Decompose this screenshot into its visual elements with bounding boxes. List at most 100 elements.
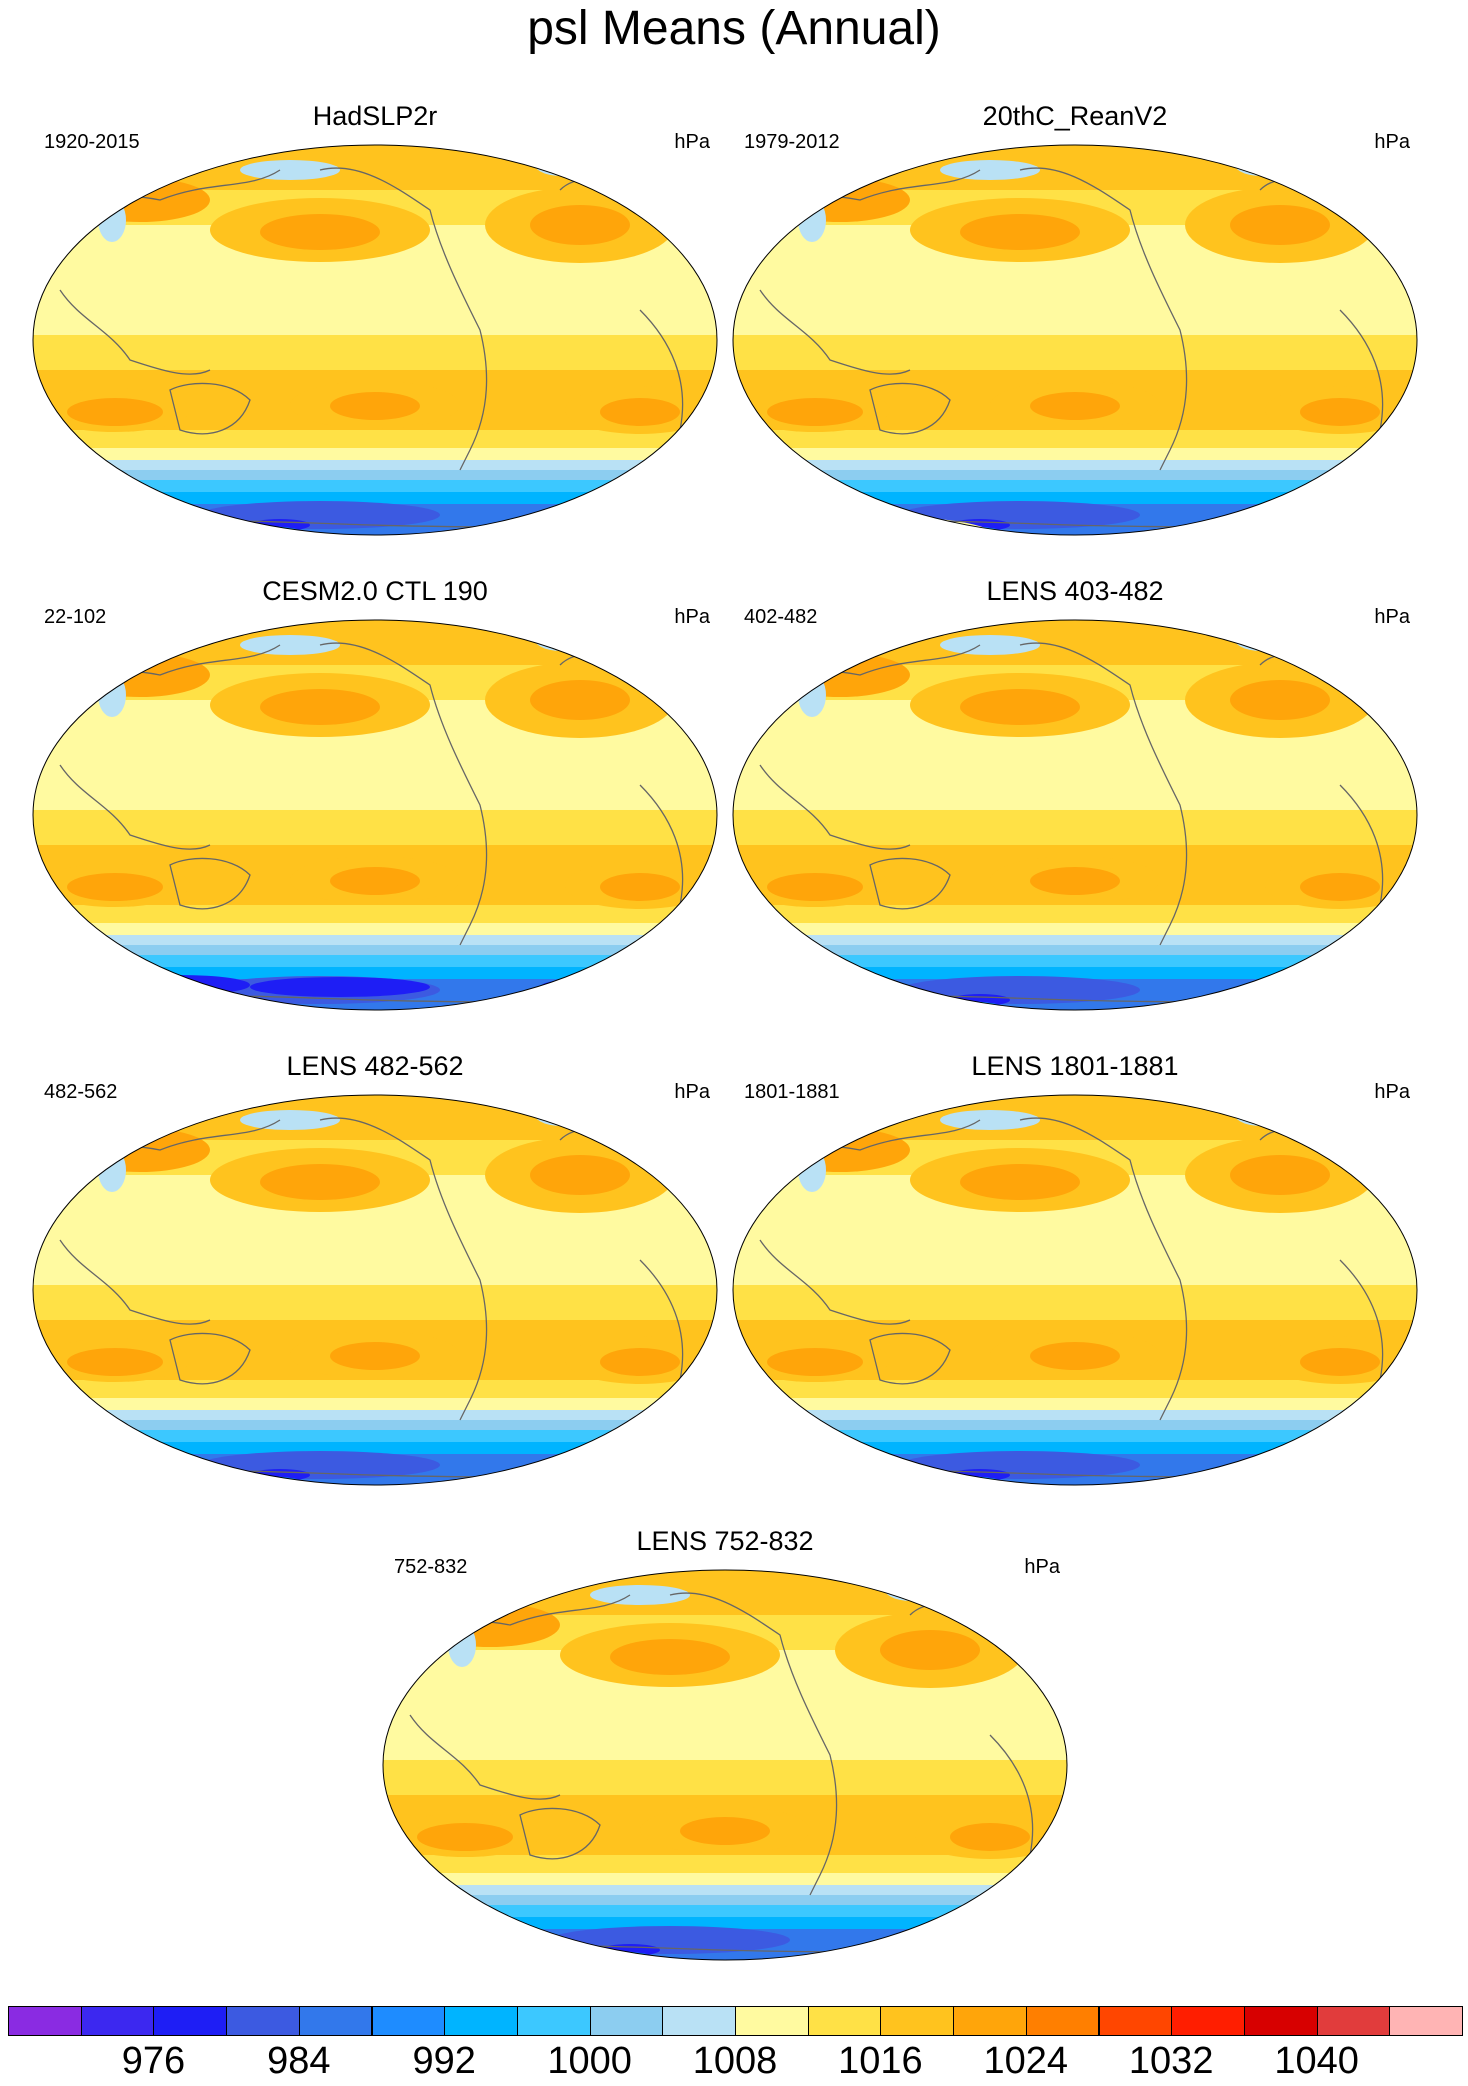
map-panel-lens-403: LENS 403-482 402-482 hPa bbox=[720, 575, 1430, 1025]
south-atlantic-high-core bbox=[600, 873, 680, 901]
pressure-band bbox=[733, 470, 1417, 480]
map-outline bbox=[732, 619, 1418, 1011]
south-indian-high-core bbox=[767, 873, 863, 901]
aleutian-low bbox=[240, 635, 340, 655]
pressure-band bbox=[383, 1855, 1067, 1873]
map-panel-cesm2-ctl: CESM2.0 CTL 190 22-102 hPa bbox=[20, 575, 730, 1025]
south-indian-high-core bbox=[417, 1823, 513, 1851]
south-pacific-high-core bbox=[330, 392, 420, 420]
map-panel-lens-752: LENS 752-832 752-832 hPa bbox=[370, 1525, 1080, 1975]
azores-high-core bbox=[1230, 680, 1330, 720]
antarctic-interior bbox=[830, 1482, 910, 1485]
deep-low bbox=[110, 975, 250, 995]
map-panel-lens-482: LENS 482-562 482-562 hPa bbox=[20, 1050, 730, 1500]
south-pacific-high-core bbox=[330, 867, 420, 895]
pacific-high-core bbox=[260, 689, 380, 725]
pressure-band bbox=[33, 967, 717, 979]
icelandic-low bbox=[1232, 620, 1288, 651]
pacific-high-core bbox=[260, 214, 380, 250]
pressure-band bbox=[33, 1285, 717, 1320]
pressure-band bbox=[33, 620, 717, 665]
panel-period: 402-482 bbox=[744, 606, 818, 628]
colorbar bbox=[8, 2006, 1463, 2036]
south-pacific-high-core bbox=[680, 1817, 770, 1845]
colorbar-tick-label: 1008 bbox=[692, 2040, 778, 2082]
pressure-band bbox=[733, 1410, 1417, 1420]
pressure-band bbox=[33, 1380, 717, 1398]
antarctic-interior bbox=[130, 532, 210, 535]
icelandic-low bbox=[532, 145, 588, 176]
pressure-band bbox=[733, 923, 1417, 935]
south-atlantic-high-core bbox=[600, 398, 680, 426]
colorbar-swatch bbox=[953, 2006, 1027, 2036]
west-edge-low bbox=[733, 234, 742, 266]
pacific-high-core bbox=[960, 1164, 1080, 1200]
west-edge-low bbox=[733, 709, 742, 741]
panel-units: hPa bbox=[1374, 606, 1410, 628]
siberian-high bbox=[70, 653, 210, 697]
icelandic-low bbox=[882, 1570, 938, 1601]
colorbar-tick-label: 1016 bbox=[838, 2040, 923, 2082]
contour-field bbox=[383, 1570, 1067, 1960]
colorbar-swatch bbox=[807, 2006, 882, 2036]
panel-units: hPa bbox=[674, 606, 710, 628]
colorbar-swatch bbox=[1098, 2006, 1173, 2036]
panel-period: 1979-2012 bbox=[744, 131, 840, 153]
south-atlantic-high-core bbox=[950, 1823, 1030, 1851]
colorbar-swatch bbox=[1316, 2006, 1391, 2036]
antarctic-high-artifact bbox=[850, 528, 970, 535]
map-panel-20thc-reanv2: 20thC_ReanV2 1979-2012 hPa bbox=[720, 100, 1430, 550]
panel-period: 22-102 bbox=[44, 606, 107, 628]
south-pacific-high-core bbox=[1030, 867, 1120, 895]
map-plot bbox=[32, 1094, 718, 1486]
pressure-band bbox=[33, 448, 717, 460]
azores-high-core bbox=[880, 1630, 980, 1670]
pressure-band bbox=[733, 945, 1417, 955]
pressure-band bbox=[33, 1420, 717, 1430]
contour-field bbox=[33, 1095, 717, 1485]
pressure-band bbox=[33, 430, 717, 448]
panel-units: hPa bbox=[674, 131, 710, 153]
colorbar-swatch bbox=[226, 2006, 300, 2036]
south-pacific-high-core bbox=[330, 1342, 420, 1370]
pressure-band bbox=[733, 1398, 1417, 1410]
azores-high-core bbox=[1230, 205, 1330, 245]
pressure-band bbox=[33, 955, 717, 967]
pressure-band bbox=[383, 1570, 1067, 1615]
colorbar-swatch bbox=[1389, 2006, 1463, 2036]
west-edge-low bbox=[733, 1184, 742, 1216]
pressure-band bbox=[33, 1398, 717, 1410]
pressure-band bbox=[733, 905, 1417, 923]
siberian-high bbox=[420, 1603, 560, 1647]
colorbar-tick-label: 1024 bbox=[983, 2040, 1069, 2082]
colorbar-swatch bbox=[8, 2006, 82, 2036]
aleutian-low bbox=[590, 1585, 690, 1605]
antarctic-interior bbox=[830, 532, 910, 535]
south-atlantic-high-core bbox=[1300, 1348, 1380, 1376]
panel-units: hPa bbox=[1374, 1081, 1410, 1103]
antarctic-interior bbox=[170, 525, 310, 535]
siberian-high bbox=[770, 178, 910, 222]
pressure-band bbox=[33, 480, 717, 492]
pressure-band bbox=[733, 1285, 1417, 1320]
contour-field bbox=[33, 620, 717, 1010]
icelandic-low bbox=[1232, 145, 1288, 176]
pressure-band bbox=[733, 955, 1417, 967]
pressure-band bbox=[383, 1895, 1067, 1905]
map-panel-lens-1801: LENS 1801-1881 1801-1881 hPa bbox=[720, 1050, 1430, 1500]
azores-high-core bbox=[530, 680, 630, 720]
colorbar-swatch bbox=[735, 2006, 809, 2036]
south-pacific-high-core bbox=[1030, 392, 1120, 420]
contour-field bbox=[733, 620, 1417, 1010]
panel-period: 1801-1881 bbox=[744, 1081, 840, 1103]
colorbar-swatch bbox=[662, 2006, 736, 2036]
siberian-high bbox=[770, 1128, 910, 1172]
pressure-band bbox=[33, 905, 717, 923]
map-plot bbox=[732, 1094, 1418, 1486]
pressure-band bbox=[733, 967, 1417, 979]
panel-title: LENS 403-482 bbox=[986, 576, 1164, 606]
pressure-band bbox=[733, 1430, 1417, 1442]
icelandic-low bbox=[532, 1095, 588, 1126]
colorbar-swatch bbox=[1025, 2006, 1100, 2036]
circumpolar-trough bbox=[900, 976, 1140, 1004]
